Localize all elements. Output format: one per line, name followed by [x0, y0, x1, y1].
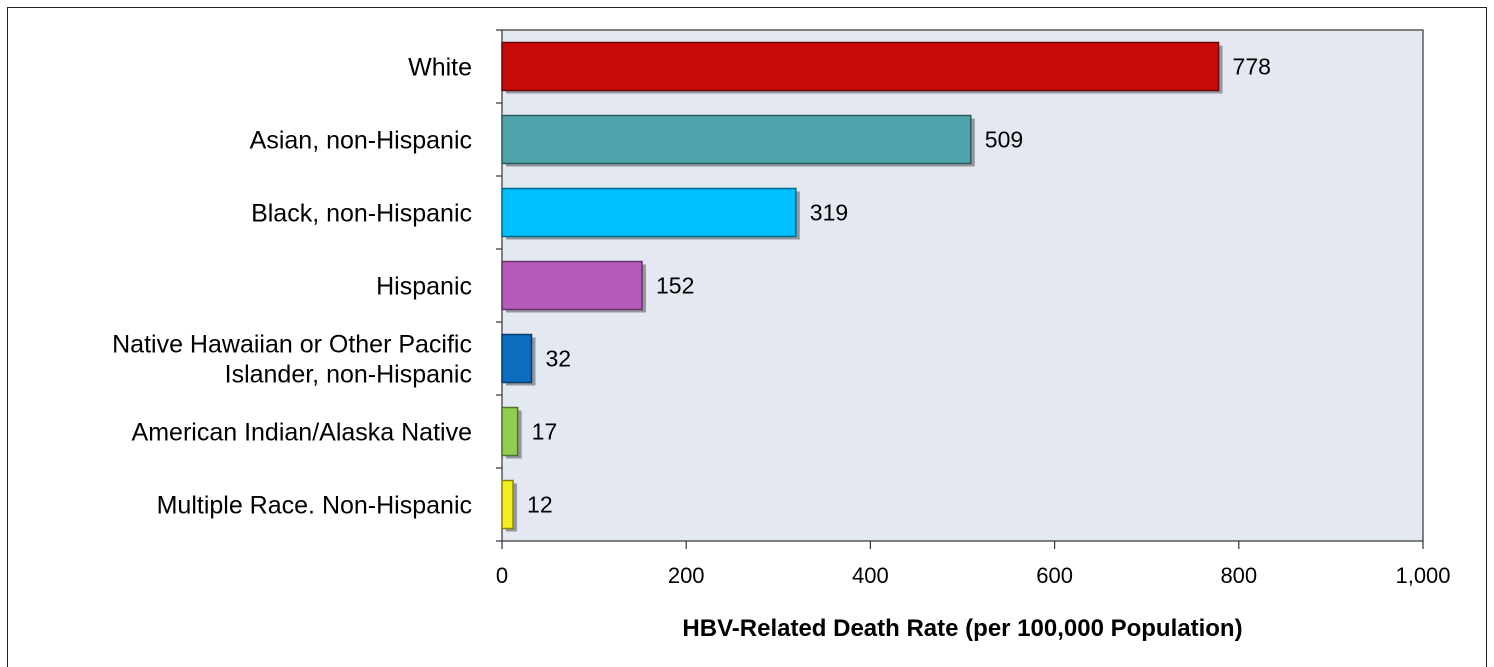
x-tick-label: 1,000 — [1395, 563, 1450, 588]
x-tick-label: 600 — [1036, 563, 1073, 588]
bar — [501, 333, 533, 384]
bar — [501, 260, 643, 311]
category-label: Islander, non-Hispanic — [225, 361, 472, 389]
bar — [501, 114, 972, 165]
category-label: Multiple Race. Non-Hispanic — [157, 492, 472, 520]
data-label: 152 — [656, 273, 694, 299]
x-tick-label: 200 — [668, 563, 705, 588]
category-label: White — [408, 54, 472, 82]
x-tick-label: 400 — [852, 563, 889, 588]
category-label: Asian, non-Hispanic — [250, 127, 472, 155]
data-label: 12 — [527, 492, 553, 518]
x-axis-title: HBV-Related Death Rate (per 100,000 Popu… — [682, 615, 1242, 642]
bar — [501, 406, 519, 457]
bar — [501, 479, 514, 530]
category-label: American Indian/Alaska Native — [132, 419, 472, 447]
data-label: 17 — [532, 419, 558, 445]
bar — [501, 41, 1220, 92]
data-label: 319 — [810, 200, 848, 226]
category-label: Hispanic — [376, 273, 472, 301]
chart-frame — [7, 7, 1487, 667]
bar — [501, 187, 797, 238]
data-label: 32 — [545, 346, 571, 372]
data-label: 509 — [985, 127, 1023, 153]
x-tick-label: 800 — [1220, 563, 1257, 588]
data-label: 778 — [1233, 54, 1271, 80]
category-label: Black, non-Hispanic — [251, 200, 472, 228]
category-label: Native Hawaiian or Other Pacific — [112, 331, 472, 359]
x-tick-label: 0 — [496, 563, 508, 588]
